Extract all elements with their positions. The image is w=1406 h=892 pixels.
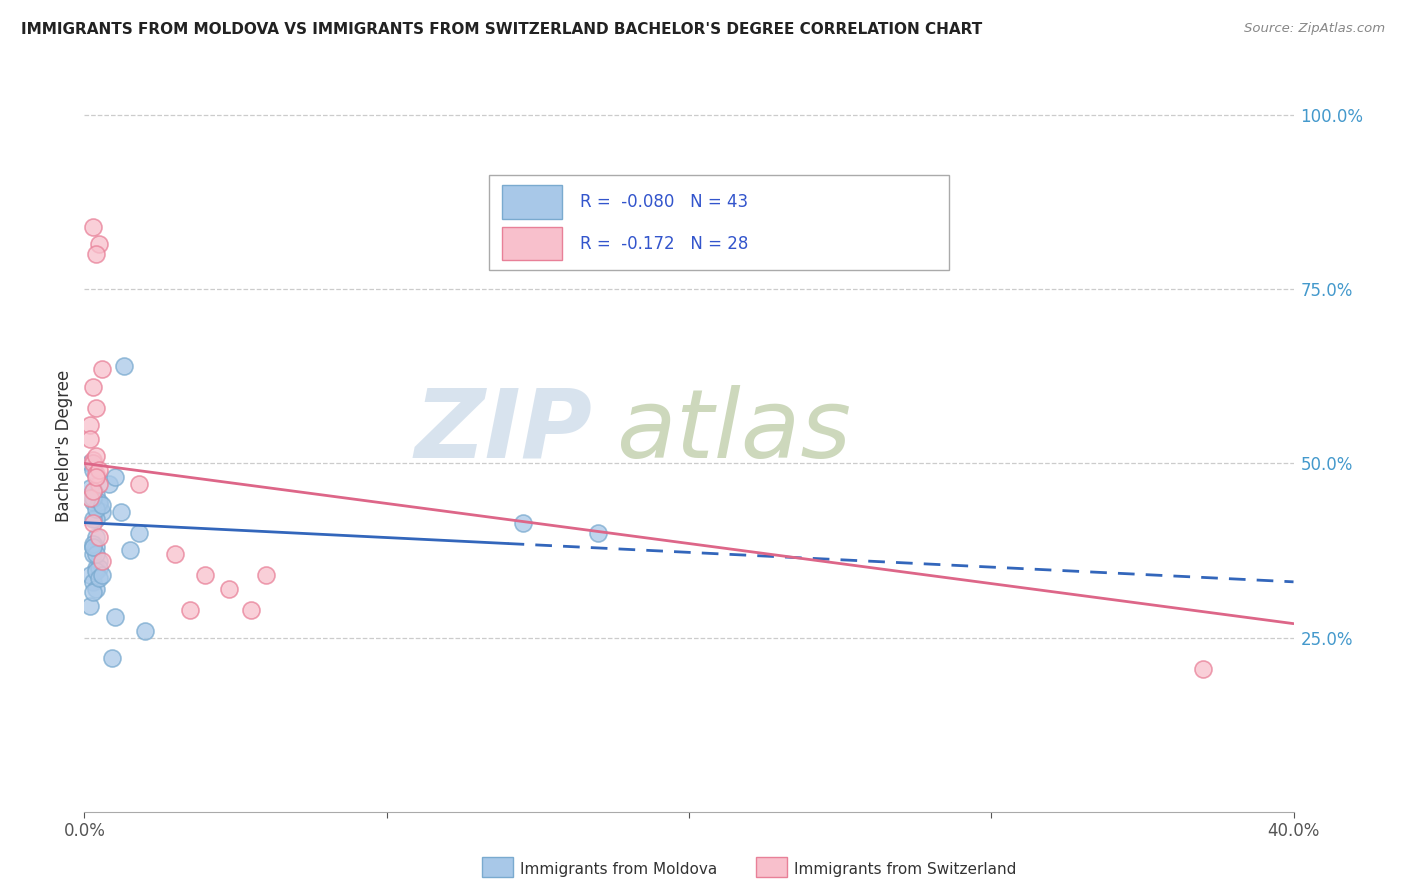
- Point: [588, 526, 610, 541]
- Point: [79, 481, 101, 495]
- Point: [82, 540, 104, 554]
- Point: [86, 512, 108, 526]
- Point: [97, 477, 120, 491]
- Point: [82, 463, 104, 477]
- Point: [82, 512, 104, 526]
- Point: [89, 554, 111, 568]
- Point: [89, 530, 111, 544]
- Point: [89, 463, 111, 477]
- Point: [82, 219, 104, 234]
- Text: Source: ZipAtlas.com: Source: ZipAtlas.com: [1244, 22, 1385, 36]
- Point: [86, 530, 108, 544]
- Point: [82, 547, 104, 561]
- Y-axis label: Bachelor's Degree: Bachelor's Degree: [55, 370, 73, 522]
- Text: ZIP: ZIP: [415, 384, 592, 478]
- Point: [134, 624, 156, 638]
- Point: [100, 651, 122, 665]
- Point: [79, 491, 101, 506]
- Point: [104, 609, 127, 624]
- FancyBboxPatch shape: [502, 227, 562, 260]
- Point: [82, 540, 104, 554]
- Point: [79, 432, 101, 446]
- Point: [89, 561, 111, 575]
- Point: [82, 484, 104, 499]
- Point: [86, 501, 108, 516]
- Point: [179, 603, 201, 617]
- Point: [86, 467, 108, 481]
- Point: [79, 457, 101, 471]
- Text: R =  -0.172   N = 28: R = -0.172 N = 28: [581, 235, 748, 252]
- Point: [512, 516, 534, 530]
- Point: [82, 380, 104, 394]
- Point: [194, 567, 217, 582]
- Point: [86, 450, 108, 464]
- FancyBboxPatch shape: [489, 176, 949, 270]
- Point: [82, 574, 104, 589]
- Point: [86, 565, 108, 579]
- Point: [165, 547, 187, 561]
- Point: [1192, 662, 1215, 676]
- Point: [82, 536, 104, 550]
- Point: [128, 526, 150, 541]
- Point: [91, 505, 114, 519]
- Point: [82, 484, 104, 499]
- Text: R =  -0.080   N = 43: R = -0.080 N = 43: [581, 193, 748, 211]
- Point: [110, 505, 132, 519]
- Point: [91, 554, 114, 568]
- Point: [86, 582, 108, 596]
- Text: Immigrants from Switzerland: Immigrants from Switzerland: [794, 863, 1017, 877]
- Point: [254, 567, 277, 582]
- Point: [79, 599, 101, 614]
- Point: [82, 491, 104, 506]
- Point: [91, 567, 114, 582]
- Point: [86, 247, 108, 261]
- Point: [89, 237, 111, 252]
- Point: [128, 477, 150, 491]
- Point: [86, 540, 108, 554]
- Point: [91, 498, 114, 512]
- Point: [91, 362, 114, 376]
- Point: [89, 571, 111, 585]
- Point: [239, 603, 262, 617]
- Point: [86, 401, 108, 415]
- FancyBboxPatch shape: [502, 186, 562, 219]
- Point: [86, 547, 108, 561]
- Point: [118, 543, 141, 558]
- Point: [86, 561, 108, 575]
- Point: [82, 494, 104, 508]
- Point: [104, 470, 127, 484]
- Point: [82, 453, 104, 467]
- Point: [218, 582, 240, 596]
- Point: [89, 494, 111, 508]
- Text: atlas: atlas: [616, 384, 852, 478]
- Text: IMMIGRANTS FROM MOLDOVA VS IMMIGRANTS FROM SWITZERLAND BACHELOR'S DEGREE CORRELA: IMMIGRANTS FROM MOLDOVA VS IMMIGRANTS FR…: [21, 22, 983, 37]
- Point: [86, 488, 108, 502]
- Text: Immigrants from Moldova: Immigrants from Moldova: [520, 863, 717, 877]
- Point: [79, 567, 101, 582]
- Point: [82, 516, 104, 530]
- Point: [89, 477, 111, 491]
- Point: [82, 457, 104, 471]
- Point: [79, 418, 101, 433]
- Point: [112, 359, 135, 373]
- Point: [89, 498, 111, 512]
- Point: [86, 470, 108, 484]
- Point: [82, 585, 104, 599]
